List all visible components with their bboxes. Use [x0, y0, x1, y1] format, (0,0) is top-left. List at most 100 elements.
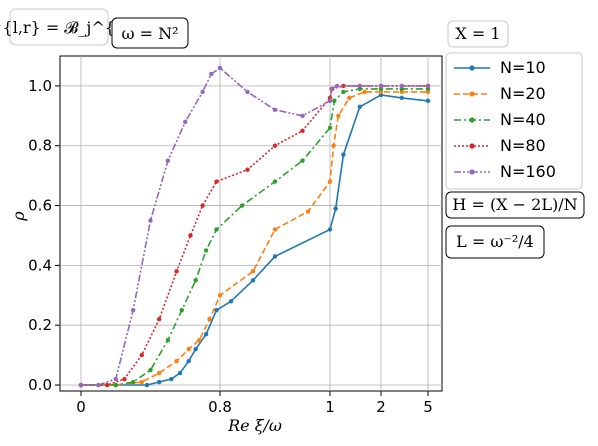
data-point — [169, 376, 174, 382]
series-line — [81, 91, 428, 386]
data-point — [214, 308, 219, 313]
data-point — [186, 358, 191, 364]
data-point — [144, 382, 150, 388]
data-point — [341, 89, 346, 95]
data-point — [196, 337, 202, 343]
legend-entry: N=160 — [454, 162, 556, 181]
legend-entry: N=10 — [454, 58, 546, 77]
data-point — [130, 308, 136, 313]
data-point — [425, 83, 431, 89]
x-tick-label: 2 — [376, 398, 386, 416]
legend-label: N=160 — [500, 162, 556, 181]
legend-marker — [469, 143, 475, 149]
legend-label: N=20 — [500, 84, 546, 103]
data-point — [217, 293, 223, 298]
y-tick-label: 0.2 — [28, 316, 52, 334]
data-point — [272, 107, 278, 113]
data-point — [148, 218, 153, 223]
data-point — [104, 382, 110, 388]
data-point — [327, 179, 333, 184]
data-point — [193, 278, 198, 283]
legend-label: N=40 — [500, 110, 546, 129]
x-tick-label: 1 — [325, 398, 335, 416]
svg-text:ω = N²: ω = N² — [121, 24, 178, 43]
x-tick-label: 0 — [76, 398, 86, 416]
data-point — [156, 379, 162, 385]
y-tick-label: 0.8 — [28, 137, 52, 155]
data-point — [78, 382, 84, 388]
y-tick-label: 0.6 — [28, 197, 52, 215]
legend-marker — [469, 169, 475, 175]
data-point — [239, 203, 245, 208]
data-point — [156, 370, 162, 376]
data-point — [357, 83, 363, 89]
series-n-10 — [78, 92, 431, 388]
series-n-160 — [78, 65, 431, 388]
data-point — [179, 308, 184, 313]
data-point — [272, 227, 278, 232]
data-point — [209, 71, 214, 77]
data-point — [156, 317, 162, 322]
data-point — [329, 86, 334, 92]
series-layer — [78, 65, 431, 388]
annotation-l-formula: L = ω⁻²/4 — [445, 225, 545, 259]
data-point — [148, 367, 153, 373]
legend-marker — [469, 117, 475, 123]
legend-frame — [445, 52, 583, 190]
data-point — [122, 376, 127, 382]
data-point — [300, 128, 305, 133]
annotation-omega: ω = N² — [111, 17, 189, 49]
data-point — [341, 83, 346, 89]
data-point — [341, 152, 346, 157]
data-point — [203, 331, 209, 337]
x-tick-label: 0.8 — [208, 398, 232, 416]
data-point — [334, 83, 340, 89]
data-point — [347, 95, 352, 101]
data-point — [425, 98, 431, 104]
data-point — [130, 379, 136, 385]
x-axis-label: Re ξ/ω — [227, 416, 282, 435]
data-point — [245, 167, 250, 172]
series-n-20 — [78, 89, 431, 388]
data-point — [228, 299, 234, 304]
data-point — [327, 227, 333, 232]
data-point — [332, 98, 337, 104]
data-point — [177, 370, 183, 376]
data-point — [272, 143, 278, 148]
data-point — [327, 125, 333, 130]
data-point — [200, 89, 205, 95]
data-point — [272, 254, 278, 259]
series-n-40 — [78, 86, 431, 388]
data-point — [139, 352, 145, 358]
data-point — [300, 158, 305, 163]
x-tick-label: 5 — [423, 398, 433, 416]
data-point — [214, 179, 219, 184]
data-point — [203, 248, 209, 253]
y-tick-label: 1.0 — [28, 77, 52, 95]
data-point — [186, 346, 191, 352]
svg-text:𝓑^{l,r} = 𝓑_j^{l,r}: 𝓑^{l,r} = 𝓑_j^{l,r} — [0, 18, 143, 37]
data-point — [165, 158, 171, 163]
series-line — [81, 66, 428, 386]
data-point — [207, 317, 212, 322]
data-point — [193, 346, 198, 352]
data-point — [188, 233, 193, 238]
data-point — [165, 337, 171, 343]
data-point — [113, 382, 118, 388]
data-point — [113, 376, 118, 382]
data-point — [378, 83, 384, 89]
data-point — [399, 83, 404, 89]
legend-marker — [469, 65, 475, 71]
data-point — [217, 65, 223, 71]
legend-entry: N=20 — [454, 84, 546, 103]
data-point — [327, 98, 333, 104]
legend: N=10 N=20 N=40 N=80 N=160 — [445, 52, 583, 190]
y-tick-label: 0.4 — [28, 256, 52, 274]
annotation-x-param: X = 1 — [447, 20, 509, 48]
y-axis-label: ρ — [9, 211, 28, 222]
data-point — [200, 203, 205, 208]
svg-text:L = ω⁻²/4: L = ω⁻²/4 — [456, 232, 534, 251]
axes: 0.0 0.2 0.4 0.6 0.8 1.0 0 0.8 1 2 5 — [28, 77, 433, 416]
data-point — [399, 95, 404, 101]
